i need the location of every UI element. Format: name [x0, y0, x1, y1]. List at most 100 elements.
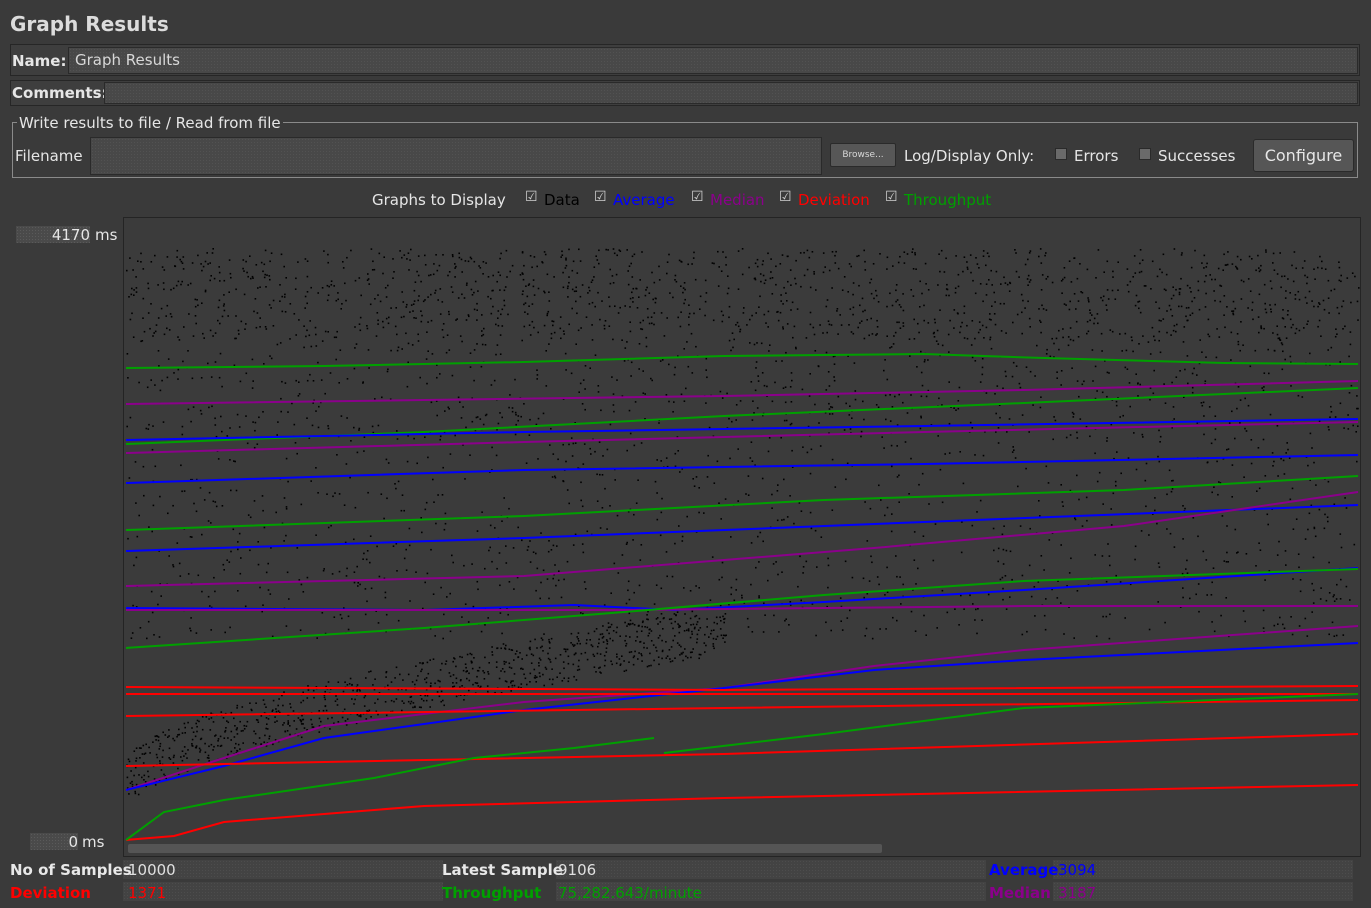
data-point	[300, 720, 303, 723]
data-point	[1327, 520, 1329, 523]
data-point	[1085, 496, 1088, 499]
data-point	[678, 259, 681, 262]
data-point	[371, 269, 374, 271]
data-point	[183, 722, 186, 725]
data-point	[756, 258, 759, 261]
data-point	[283, 296, 286, 298]
data-point	[172, 287, 175, 290]
data-point	[296, 547, 299, 549]
data-point	[499, 584, 501, 587]
data-point	[768, 350, 770, 352]
data-point	[1217, 493, 1219, 496]
data-point	[480, 630, 483, 633]
data-point	[194, 746, 197, 749]
data-point	[358, 688, 361, 691]
name-input[interactable]: Graph Results	[68, 47, 1358, 74]
horizontal-scrollbar[interactable]	[128, 844, 882, 853]
data-point	[1002, 563, 1005, 565]
data-point	[200, 377, 203, 379]
data-point	[221, 505, 224, 507]
data-point	[1333, 594, 1335, 596]
data-point	[670, 646, 673, 648]
data-point	[529, 418, 531, 421]
data-point	[427, 296, 429, 298]
errors-checkbox[interactable]	[1055, 148, 1067, 160]
browse-button[interactable]: Browse...	[830, 143, 896, 167]
data-point	[922, 535, 925, 537]
data-point	[612, 282, 615, 284]
data-point	[548, 343, 550, 345]
data-point	[499, 612, 502, 614]
data-point	[155, 739, 157, 741]
data-point	[642, 319, 644, 322]
data-point	[341, 617, 343, 620]
data-point	[761, 477, 764, 480]
data-point	[387, 684, 389, 687]
data-point	[436, 691, 439, 693]
data-point	[362, 382, 364, 384]
data-point	[452, 682, 454, 684]
successes-checkbox[interactable]	[1139, 148, 1151, 160]
data-point	[971, 427, 974, 429]
data-point	[341, 303, 343, 305]
data-point	[266, 728, 269, 730]
data-point	[570, 642, 572, 644]
data-point	[850, 265, 852, 268]
data-point	[262, 604, 264, 606]
data-point	[1311, 447, 1313, 449]
data-point	[948, 452, 951, 454]
data-point	[590, 644, 593, 646]
data-point	[1115, 400, 1118, 403]
data-point	[201, 269, 203, 272]
data-point	[1242, 280, 1245, 283]
data-point	[202, 265, 205, 268]
data-point	[211, 405, 213, 408]
data-point	[621, 395, 624, 397]
data-point	[866, 540, 869, 542]
data-point	[771, 507, 773, 509]
data-point	[1157, 562, 1160, 564]
data-point	[1182, 587, 1184, 589]
deviation-checkbox[interactable]: ☑	[779, 189, 792, 205]
data-point	[271, 710, 274, 712]
data-point	[274, 721, 276, 723]
data-point	[312, 726, 315, 728]
median-checkbox[interactable]: ☑	[691, 189, 704, 205]
data-point	[1077, 300, 1080, 302]
data-point	[846, 462, 849, 465]
data-point	[612, 248, 615, 250]
data-point	[446, 596, 448, 598]
data-point	[638, 652, 640, 654]
data-point	[777, 573, 779, 576]
data-point	[607, 249, 609, 251]
data-point	[683, 400, 686, 402]
data-point	[1244, 620, 1246, 623]
data-checkbox[interactable]: ☑	[525, 189, 538, 205]
data-point	[1021, 633, 1024, 636]
data-point	[958, 624, 960, 626]
data-point	[1068, 260, 1071, 262]
data-point	[1330, 405, 1332, 408]
data-point	[720, 310, 723, 313]
data-point	[380, 493, 383, 495]
average-checkbox[interactable]: ☑	[594, 189, 607, 205]
data-point	[208, 406, 210, 409]
file-group-box	[12, 122, 1358, 178]
data-point	[902, 309, 905, 312]
data-point	[234, 747, 236, 749]
data-point	[1181, 252, 1183, 254]
data-point	[274, 739, 277, 741]
configure-button[interactable]: Configure	[1253, 139, 1354, 172]
data-point	[607, 622, 610, 624]
data-point	[424, 299, 426, 301]
data-point	[705, 402, 707, 404]
data-point	[465, 670, 467, 673]
data-point	[834, 254, 836, 257]
data-point	[388, 316, 390, 319]
filename-input[interactable]	[90, 137, 822, 175]
comments-input[interactable]	[104, 82, 1358, 104]
data-point	[538, 672, 541, 674]
throughput-checkbox[interactable]: ☑	[885, 189, 898, 205]
data-point	[641, 625, 643, 628]
data-point	[680, 260, 682, 263]
